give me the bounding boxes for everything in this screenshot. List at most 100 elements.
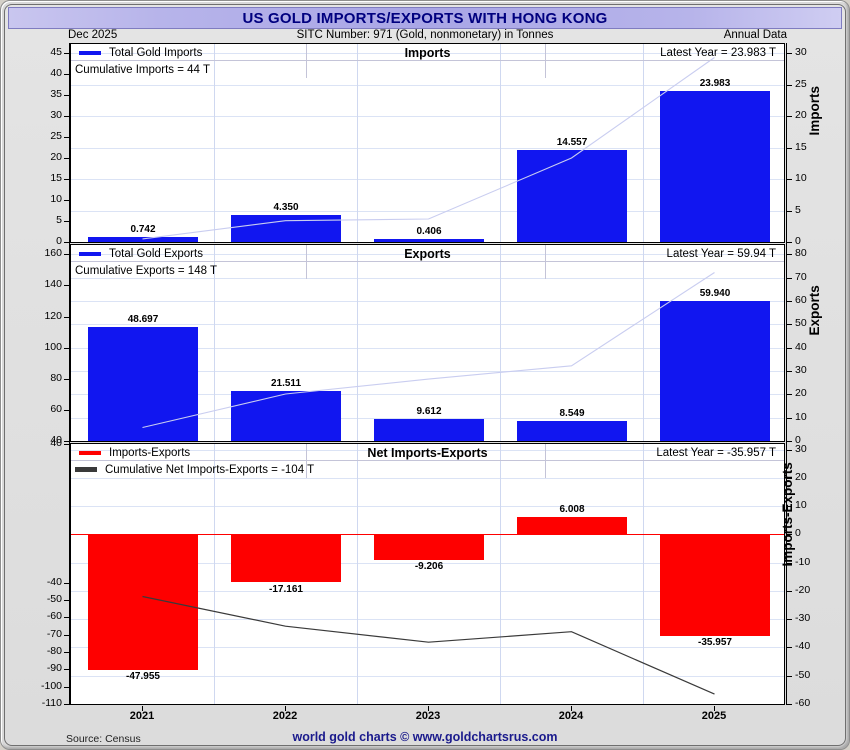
left-tick-mark — [64, 116, 70, 117]
right-tick-label: -60 — [795, 697, 811, 709]
window-title-bar: US GOLD IMPORTS/EXPORTS WITH HONG KONG — [8, 7, 842, 29]
right-tick-label: 50 — [795, 317, 807, 329]
bar-2022 — [231, 391, 341, 441]
left-tick-mark — [64, 242, 70, 243]
left-tick-mark — [64, 348, 70, 349]
left-tick-label: 5 — [56, 214, 62, 226]
left-tick-mark — [64, 635, 70, 636]
left-tick-label: 20 — [50, 151, 62, 163]
imports-panel-title: Imports — [404, 45, 451, 60]
panel-net: -47.955 -17.161 -9.206 6.008 -35.957 Imports… — [70, 443, 785, 705]
left-tick-mark — [64, 221, 70, 222]
bar-label-2024: 6.008 — [559, 504, 585, 515]
gridline-horizontal — [71, 450, 784, 451]
right-tick-mark — [786, 242, 792, 243]
bar-label-2021: -47.955 — [126, 671, 160, 682]
gridline-vertical — [214, 444, 215, 704]
bar-2025 — [660, 301, 770, 441]
gridline-horizontal — [71, 478, 784, 479]
right-axis-title-imports: Imports — [807, 85, 823, 136]
right-tick-label: 0 — [795, 527, 801, 539]
right-tick-label: 25 — [795, 78, 807, 90]
net-cumulative-text: Cumulative Net Imports-Exports = -104 T — [105, 463, 315, 476]
x-tick-mark — [571, 706, 572, 711]
left-tick-mark — [64, 583, 70, 584]
exports-legend-label: Total Gold Exports — [109, 247, 203, 260]
left-tick-label: 40 — [50, 67, 62, 79]
right-tick-mark — [786, 450, 792, 451]
bar-2025 — [660, 534, 770, 636]
right-tick-mark — [786, 348, 792, 349]
x-tick-label-2022: 2022 — [272, 710, 298, 722]
right-tick-label: -20 — [795, 584, 811, 596]
bar-2023 — [374, 239, 484, 242]
left-tick-mark — [64, 95, 70, 96]
left-tick-mark — [64, 254, 70, 255]
red-line-swatch-icon — [79, 450, 101, 455]
bar-2024 — [517, 517, 627, 534]
right-tick-label: 0 — [795, 235, 801, 247]
imports-legend-row-2: Cumulative Imports = 44 T — [71, 61, 784, 78]
right-tick-label: 10 — [795, 172, 807, 184]
right-tick-mark — [786, 148, 792, 149]
left-tick-label: 100 — [44, 341, 62, 353]
left-tick-label: 160 — [44, 247, 62, 259]
right-tick-label: 0 — [795, 434, 801, 446]
bar-2025 — [660, 91, 770, 242]
left-tick-mark — [64, 600, 70, 601]
left-tick-mark — [64, 317, 70, 318]
right-axis-spine — [786, 43, 787, 705]
chart-subheader: Dec 2025 SITC Number: 971 (Gold, nonmone… — [8, 29, 842, 43]
panel-imports: 0.742 4.350 0.406 14.557 23.983 Total Gold I… — [70, 43, 785, 243]
left-tick-label: 45 — [50, 46, 62, 58]
gridline-horizontal — [71, 563, 784, 564]
net-latest-year: Latest Year = -35.957 T — [656, 446, 776, 459]
right-tick-label: 20 — [795, 471, 807, 483]
left-tick-label: -110 — [41, 697, 62, 709]
left-tick-mark — [64, 379, 70, 380]
x-tick-label-2021: 2021 — [129, 710, 155, 722]
right-axis-title-net: Imports-Exports — [779, 462, 795, 567]
left-tick-mark — [64, 704, 70, 705]
gridline-horizontal — [71, 53, 784, 54]
right-tick-mark — [786, 53, 792, 54]
right-tick-mark — [786, 85, 792, 86]
x-tick-mark — [428, 706, 429, 711]
right-tick-label: 5 — [795, 204, 801, 216]
right-tick-label: 80 — [795, 247, 807, 259]
panel-exports-plot-area: 48.697 21.511 9.612 8.549 59.940 — [71, 245, 784, 441]
left-tick-label: 0 — [56, 235, 62, 247]
exports-cumulative-text: Cumulative Exports = 148 T — [75, 264, 218, 277]
left-tick-label: 60 — [50, 403, 62, 415]
right-tick-mark — [786, 506, 792, 507]
left-tick-mark — [64, 441, 70, 442]
x-tick-mark — [142, 706, 143, 711]
bar-label-2023: -9.206 — [414, 561, 444, 572]
bar-label-2024: 8.549 — [559, 408, 585, 419]
left-tick-mark — [64, 179, 70, 180]
left-tick-label: -100 — [40, 680, 62, 692]
right-tick-mark — [786, 534, 792, 535]
left-tick-label: -90 — [46, 662, 62, 674]
bar-2023 — [374, 419, 484, 441]
bar-label-2025: -35.957 — [698, 637, 732, 648]
right-tick-mark — [786, 254, 792, 255]
left-tick-mark — [64, 158, 70, 159]
gridline-vertical — [357, 444, 358, 704]
x-tick-label-2024: 2024 — [558, 710, 584, 722]
left-tick-mark — [64, 285, 70, 286]
left-tick-label: 15 — [50, 172, 62, 184]
gridline-horizontal — [71, 506, 784, 507]
left-tick-mark — [64, 652, 70, 653]
left-tick-mark — [64, 687, 70, 688]
x-tick-label-2023: 2023 — [415, 710, 441, 722]
gridline-vertical — [500, 444, 501, 704]
net-legend-row: Imports-Exports Net Imports-Exports Late… — [71, 444, 784, 461]
right-tick-label: 60 — [795, 294, 807, 306]
right-tick-mark — [786, 371, 792, 372]
bar-label-2023: 9.612 — [416, 406, 442, 417]
right-tick-label: -50 — [795, 669, 811, 681]
left-tick-label: 140 — [44, 278, 62, 290]
bar-label-2024: 14.557 — [556, 137, 588, 148]
